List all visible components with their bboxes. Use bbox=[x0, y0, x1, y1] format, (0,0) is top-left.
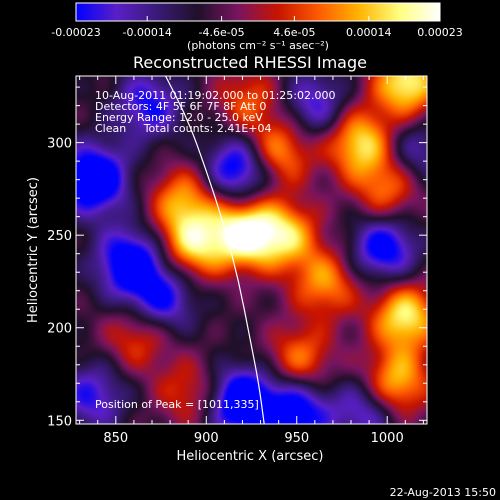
colorbar-tick-label: -0.00023 bbox=[51, 26, 100, 39]
solar-limb-curve bbox=[164, 76, 265, 424]
time-range-annotation: 10-Aug-2011 01:19:02.000 to 01:25:02.000 bbox=[95, 89, 336, 102]
colorbar-unit-label: (photons cm⁻² s⁻¹ asec⁻²) bbox=[187, 39, 329, 52]
x-tick-label: 950 bbox=[284, 431, 309, 446]
colorbar-tick-label: 0.00014 bbox=[346, 26, 392, 39]
energy-annotation: Energy Range: 12.0 - 25.0 keV bbox=[95, 111, 263, 124]
colorbar bbox=[75, 2, 441, 22]
y-tick-label: 150 bbox=[47, 414, 72, 429]
x-tick-label: 900 bbox=[194, 431, 219, 446]
x-axis-label: Heliocentric X (arcsec) bbox=[177, 449, 324, 464]
colorbar-tick-label: 4.6e-05 bbox=[273, 26, 315, 39]
colorbar-tick-label: 0.00023 bbox=[417, 26, 463, 39]
y-tick-label: 250 bbox=[47, 229, 72, 244]
y-tick-label: 300 bbox=[47, 137, 72, 152]
peak-position-annotation: Position of Peak = [1011,335] bbox=[95, 398, 259, 411]
y-axis-label: Heliocentric Y (arcsec) bbox=[26, 177, 41, 323]
heatmap-area bbox=[76, 76, 427, 424]
colorbar-tick-label: -0.00014 bbox=[122, 26, 171, 39]
x-tick-label: 1000 bbox=[371, 431, 404, 446]
heatmap-image bbox=[76, 76, 427, 424]
clean-annotation: Clean Total counts: 2.41E+04 bbox=[95, 122, 272, 135]
footer-timestamp: 22-Aug-2013 15:50 bbox=[390, 486, 496, 499]
detectors-annotation: Detectors: 4F 5F 6F 7F 8F Att 0 bbox=[95, 100, 266, 113]
x-tick-label: 850 bbox=[103, 431, 128, 446]
colorbar-tick-label: -4.6e-05 bbox=[198, 26, 244, 39]
plot-frame bbox=[75, 75, 428, 425]
axis-ticks: 850 900 950 1000 150 200 250 300 bbox=[47, 76, 427, 446]
chart-title: Reconstructed RHESSI Image bbox=[133, 53, 367, 72]
y-tick-label: 200 bbox=[47, 322, 72, 337]
colorbar-ticks: -0.00023 -0.00014 -4.6e-05 4.6e-05 0.00014 0.… bbox=[51, 16, 463, 39]
